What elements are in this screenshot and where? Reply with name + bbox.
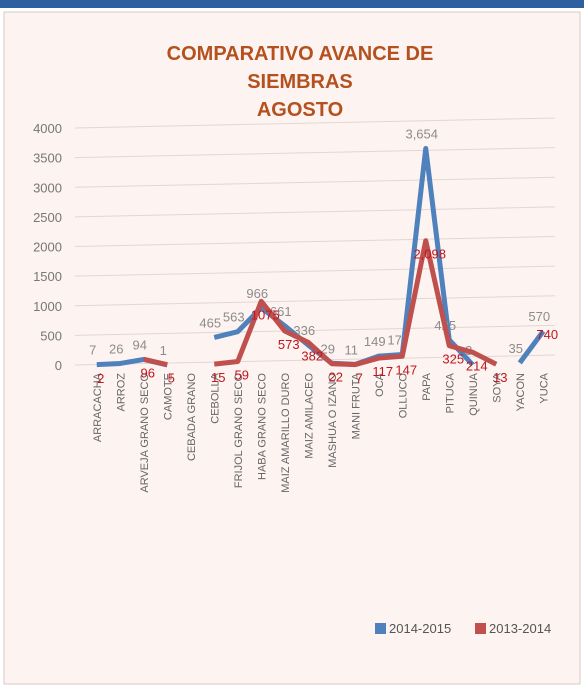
y-tick-label: 500 — [40, 328, 62, 343]
x-tick-label: PAPA — [421, 372, 433, 400]
data-label: 149 — [364, 334, 386, 349]
x-tick-label: ARVEJA GRANO SECO — [139, 373, 151, 493]
grid-line — [74, 147, 556, 159]
x-tick-label: MAIZ AMILACEO — [303, 373, 315, 459]
grid-line — [74, 176, 556, 188]
chart-title: SIEMBRAS — [247, 71, 353, 93]
data-label: 96 — [141, 365, 155, 380]
data-label: 465 — [199, 315, 221, 330]
y-tick-label: 2500 — [33, 210, 62, 225]
data-label: 325 — [442, 352, 464, 367]
data-label: 3,654 — [405, 127, 438, 142]
chart-area — [3, 11, 581, 685]
data-label: 94 — [133, 337, 147, 352]
y-tick-label: 1500 — [33, 269, 62, 284]
chart-title: AGOSTO — [257, 99, 343, 121]
legend-swatch — [375, 623, 386, 634]
data-label: 26 — [109, 341, 123, 356]
data-label: 29 — [321, 341, 335, 356]
grid-line — [74, 206, 556, 218]
x-tick-label: OCA — [374, 372, 386, 397]
y-tick-label: 2000 — [33, 240, 62, 255]
data-label: 573 — [278, 337, 300, 352]
data-label: 22 — [329, 370, 343, 385]
grid-line — [74, 324, 556, 336]
x-tick-label: ARRACACHA — [92, 372, 104, 442]
x-tick-label: MANI FRUTA — [350, 372, 362, 439]
x-tick-label: HABA GRANO SECO — [256, 373, 268, 480]
legend-label: 2013-2014 — [489, 621, 551, 636]
data-label: 11 — [345, 342, 359, 357]
chart-title: COMPARATIVO AVANCE DE — [167, 43, 434, 65]
legend-swatch — [475, 623, 486, 634]
x-tick-label: FRIJOL GRANO SECO — [233, 373, 245, 489]
grid-line — [74, 295, 556, 307]
data-label: 7 — [89, 343, 96, 358]
data-label: 7 — [356, 371, 363, 386]
x-tick-label: ARROZ — [115, 373, 127, 412]
legend-label: 2014-2015 — [389, 621, 451, 636]
data-label: 2,098 — [413, 247, 446, 262]
data-label: 661 — [270, 304, 292, 319]
series-line — [143, 356, 168, 368]
x-tick-label: CEBADA GRANO — [186, 373, 198, 461]
data-label: 35 — [509, 341, 523, 356]
data-label: 966 — [246, 286, 268, 301]
data-label: 147 — [395, 362, 417, 377]
data-label: 570 — [528, 309, 550, 324]
data-label: 59 — [235, 368, 249, 383]
series-line — [213, 238, 498, 368]
x-tick-label: YUCA — [538, 372, 550, 403]
top-bar — [0, 0, 584, 8]
data-label: 336 — [293, 323, 315, 338]
data-label: 740 — [536, 327, 558, 342]
data-label: 15 — [211, 370, 225, 385]
data-label: 382 — [301, 348, 323, 363]
data-label: 117 — [372, 364, 393, 379]
data-label: 214 — [466, 358, 488, 373]
grid-line — [74, 236, 556, 247]
x-tick-label: CEBOLLA — [209, 372, 221, 423]
grid-line — [74, 117, 556, 129]
x-tick-label: PITUCA — [444, 372, 456, 413]
y-tick-label: 3000 — [33, 180, 62, 195]
x-tick-label: MASHUA O IZANO — [327, 373, 339, 468]
y-tick-label: 3500 — [33, 151, 62, 166]
data-label: 1075 — [251, 307, 280, 322]
x-tick-label: CAMOTE — [162, 373, 174, 420]
y-tick-label: 1000 — [33, 299, 62, 314]
data-label: 13 — [493, 370, 507, 385]
x-tick-label: SOYA — [491, 372, 503, 402]
x-tick-label: QUINUA — [468, 372, 480, 415]
data-label: 5 — [168, 371, 175, 386]
x-tick-label: OLLUCO — [397, 373, 409, 419]
grid-line — [74, 265, 556, 277]
x-tick-label: MAIZ AMARILLO DURO — [280, 373, 292, 493]
y-tick-label: 4000 — [33, 121, 62, 136]
x-tick-label: YACON — [515, 373, 527, 411]
series-line — [517, 329, 546, 365]
data-label: 2 — [97, 371, 104, 386]
data-label: 563 — [223, 310, 245, 325]
data-label: 1 — [160, 343, 167, 358]
y-tick-label: 0 — [55, 358, 62, 373]
